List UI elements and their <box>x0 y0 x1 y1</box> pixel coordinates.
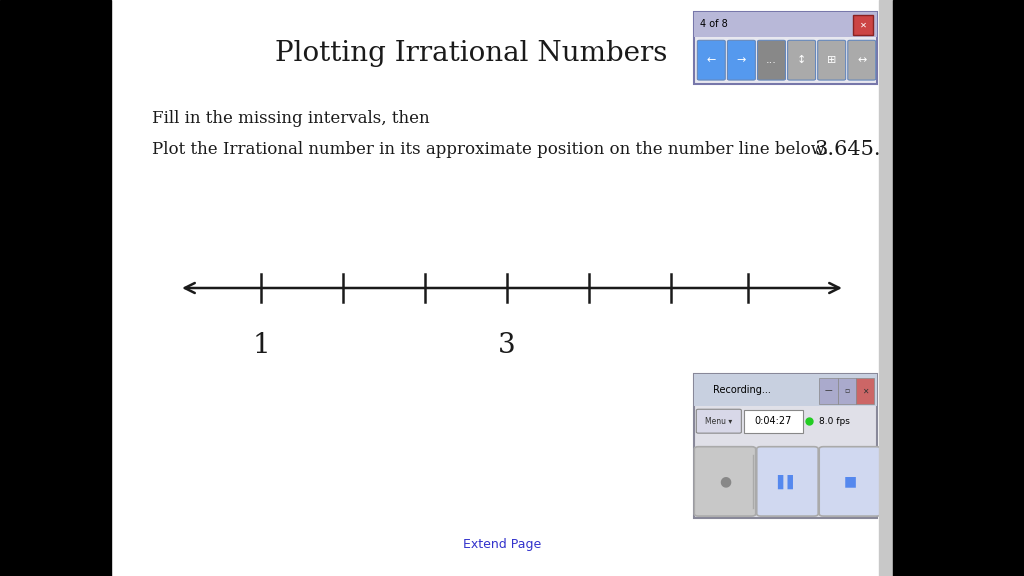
Text: ...: ... <box>766 55 777 65</box>
FancyBboxPatch shape <box>838 378 856 404</box>
Text: ▌▌: ▌▌ <box>777 474 798 488</box>
Bar <box>879 0 893 576</box>
FancyBboxPatch shape <box>787 40 815 80</box>
Text: Plot the Irrational number in its approximate position on the number line below.: Plot the Irrational number in its approx… <box>152 141 827 158</box>
Bar <box>893 0 1024 576</box>
Text: ✕: ✕ <box>860 20 866 29</box>
FancyBboxPatch shape <box>697 40 725 80</box>
Text: ▫: ▫ <box>844 386 850 396</box>
Text: 8.0 fps: 8.0 fps <box>819 416 850 426</box>
Text: 0:04:27: 0:04:27 <box>755 416 792 426</box>
FancyBboxPatch shape <box>696 410 741 433</box>
Text: ✕: ✕ <box>862 386 868 396</box>
Text: Recording...: Recording... <box>713 385 771 395</box>
FancyBboxPatch shape <box>744 410 803 433</box>
FancyBboxPatch shape <box>818 40 846 80</box>
FancyBboxPatch shape <box>819 378 838 404</box>
FancyBboxPatch shape <box>856 378 874 404</box>
FancyBboxPatch shape <box>694 12 877 84</box>
Text: 4 of 8: 4 of 8 <box>700 19 728 29</box>
FancyBboxPatch shape <box>758 40 785 80</box>
Text: →: → <box>736 55 746 65</box>
Bar <box>694 12 877 37</box>
Text: 3: 3 <box>498 332 516 359</box>
Text: Plotting Irrational Numbers: Plotting Irrational Numbers <box>274 40 668 67</box>
Text: —: — <box>824 386 833 396</box>
FancyBboxPatch shape <box>694 447 756 516</box>
FancyBboxPatch shape <box>819 447 881 516</box>
FancyBboxPatch shape <box>694 374 877 518</box>
Text: ↕: ↕ <box>797 55 806 65</box>
Text: ●: ● <box>719 475 731 488</box>
Text: ↔: ↔ <box>857 55 866 65</box>
Text: 1: 1 <box>252 332 270 359</box>
FancyBboxPatch shape <box>727 40 756 80</box>
Bar <box>0 0 111 576</box>
Text: 3.645...: 3.645... <box>814 141 894 159</box>
Text: ■: ■ <box>844 475 856 488</box>
Text: ←: ← <box>707 55 716 65</box>
FancyBboxPatch shape <box>757 447 818 516</box>
FancyBboxPatch shape <box>853 14 873 35</box>
FancyBboxPatch shape <box>848 40 876 80</box>
Bar <box>694 374 877 406</box>
Text: Fill in the missing intervals, then: Fill in the missing intervals, then <box>152 109 429 127</box>
Text: ⊞: ⊞ <box>827 55 837 65</box>
Text: Extend Page: Extend Page <box>463 538 541 551</box>
Text: Menu ▾: Menu ▾ <box>706 416 732 426</box>
